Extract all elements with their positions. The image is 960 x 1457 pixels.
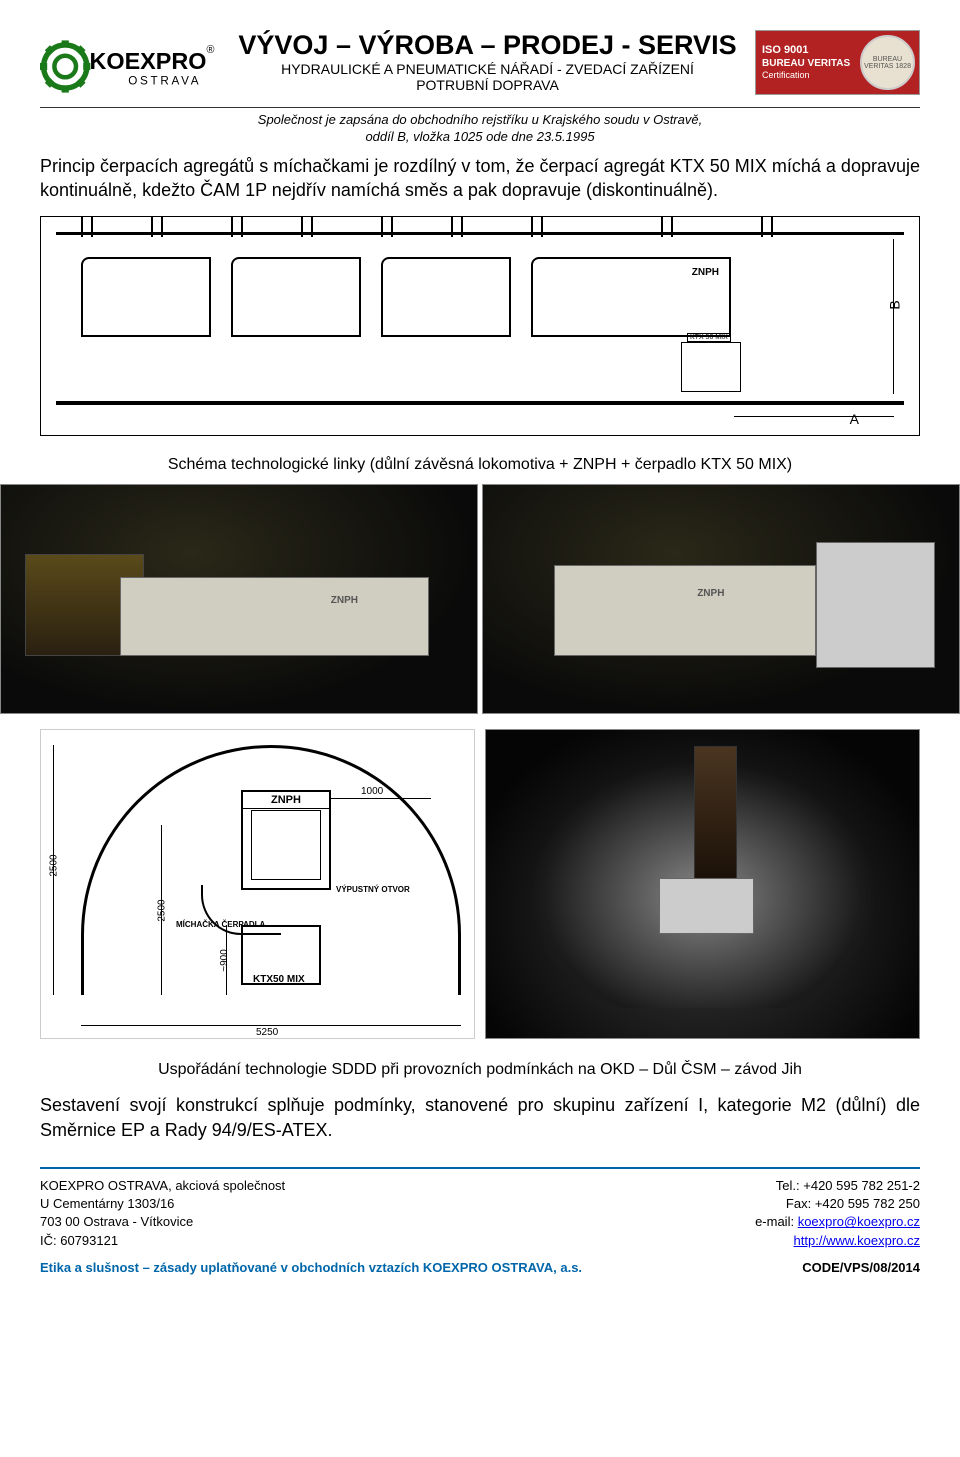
svg-text:KOEXPRO: KOEXPRO <box>90 48 207 74</box>
dim-900: ~900 <box>219 950 230 973</box>
photo-1: ZNPH <box>0 484 478 714</box>
schematic2-znph-label: ZNPH <box>243 792 329 809</box>
dim-2500b: 2500 <box>157 900 168 922</box>
schematic-diagram-1: ZNPH KTX 50 MIX A B <box>40 216 920 436</box>
footer-divider <box>40 1167 920 1169</box>
footer-code: CODE/VPS/08/2014 <box>802 1260 920 1275</box>
svg-text:OSTRAVA: OSTRAVA <box>128 75 201 88</box>
footer-email-link[interactable]: koexpro@koexpro.cz <box>798 1214 920 1229</box>
footer-email-label: e-mail: <box>755 1214 798 1229</box>
footer-right: Tel.: +420 595 782 251-2 Fax: +420 595 7… <box>755 1177 920 1250</box>
svg-text:®: ® <box>207 44 215 56</box>
header-subtitle-2: POTRUBNÍ DOPRAVA <box>235 77 740 93</box>
cert-cert: Certification <box>762 70 854 82</box>
header: KOEXPRO OSTRAVA ® VÝVOJ – VÝROBA – PRODE… <box>40 30 920 101</box>
footer-fax-label: Fax: <box>786 1196 815 1211</box>
header-divider <box>40 107 920 108</box>
photo-row-1: ZNPH ZNPH <box>0 484 960 714</box>
schematic1-ktx-label: KTX 50 MIX <box>687 333 731 342</box>
footer-tagline: Etika a slušnost – zásady uplatňované v … <box>40 1260 582 1275</box>
cert-bv: BUREAU VERITAS <box>762 57 854 70</box>
dimension-b: B <box>886 301 902 310</box>
schematic-diagram-2: ZNPH KTX50 MIX MÍCHAČKA ČERPADLA VÝPUSTN… <box>40 729 475 1039</box>
footer-street: U Cementárny 1303/16 <box>40 1195 285 1213</box>
header-title-block: VÝVOJ – VÝROBA – PRODEJ - SERVIS HYDRAUL… <box>235 30 740 93</box>
footer-ic: IČ: 60793121 <box>40 1232 285 1250</box>
dim-2500: 2500 <box>49 855 60 877</box>
footer-fax: +420 595 782 250 <box>815 1196 920 1211</box>
caption-2: Uspořádání technologie SDDD při provozní… <box>40 1061 920 1079</box>
schematic2-michacka: MÍCHAČKA ČERPADLA <box>176 920 265 929</box>
registration-line-2: oddíl B, vložka 1025 ode dne 23.5.1995 <box>40 129 920 146</box>
schematic1-znph-label: ZNPH <box>692 267 719 278</box>
photo-3 <box>485 729 920 1039</box>
header-title: VÝVOJ – VÝROBA – PRODEJ - SERVIS <box>235 30 740 61</box>
footer-contact: KOEXPRO OSTRAVA, akciová společnost U Ce… <box>40 1177 920 1250</box>
footer-tel-label: Tel.: <box>776 1178 803 1193</box>
schematic2-vypust: VÝPUSTNÝ OTVOR <box>336 885 410 894</box>
footer-tel: +420 595 782 251-2 <box>803 1178 920 1193</box>
photo-2: ZNPH <box>482 484 960 714</box>
final-paragraph: Sestavení svojí konstrukcí splňuje podmí… <box>40 1093 920 1142</box>
certification-badge: ISO 9001 BUREAU VERITAS Certification BU… <box>755 30 920 95</box>
photo1-znph-label: ZNPH <box>331 595 358 606</box>
cert-iso: ISO 9001 <box>762 43 854 57</box>
footer-web-link[interactable]: http://www.koexpro.cz <box>794 1233 920 1248</box>
company-logo: KOEXPRO OSTRAVA ® <box>40 30 220 101</box>
dim-1000: 1000 <box>361 786 383 797</box>
bottom-row: ZNPH KTX50 MIX MÍCHAČKA ČERPADLA VÝPUSTN… <box>40 729 920 1039</box>
footer-left: KOEXPRO OSTRAVA, akciová společnost U Ce… <box>40 1177 285 1250</box>
schematic1-pump: KTX 50 MIX <box>681 342 741 392</box>
registration-line-1: Společnost je zapsána do obchodního rejs… <box>40 112 920 129</box>
footer-city: 703 00 Ostrava - Vítkovice <box>40 1213 285 1231</box>
dim-5250: 5250 <box>256 1027 278 1038</box>
schematic2-ktx-label: KTX50 MIX <box>253 974 305 985</box>
caption-1: Schéma technologické linky (důlní závěsn… <box>40 456 920 474</box>
intro-paragraph: Princip čerpacích agregátů s míchačkami … <box>40 154 920 203</box>
header-subtitle-1: HYDRAULICKÉ A PNEUMATICKÉ NÁŘADÍ - ZVEDA… <box>235 61 740 77</box>
footer-bottom: Etika a slušnost – zásady uplatňované v … <box>40 1260 920 1275</box>
dimension-a: A <box>850 411 859 427</box>
photo2-znph-label: ZNPH <box>697 588 724 599</box>
cert-seal-icon: BUREAU VERITAS 1828 <box>860 35 915 90</box>
footer-company: KOEXPRO OSTRAVA, akciová společnost <box>40 1177 285 1195</box>
